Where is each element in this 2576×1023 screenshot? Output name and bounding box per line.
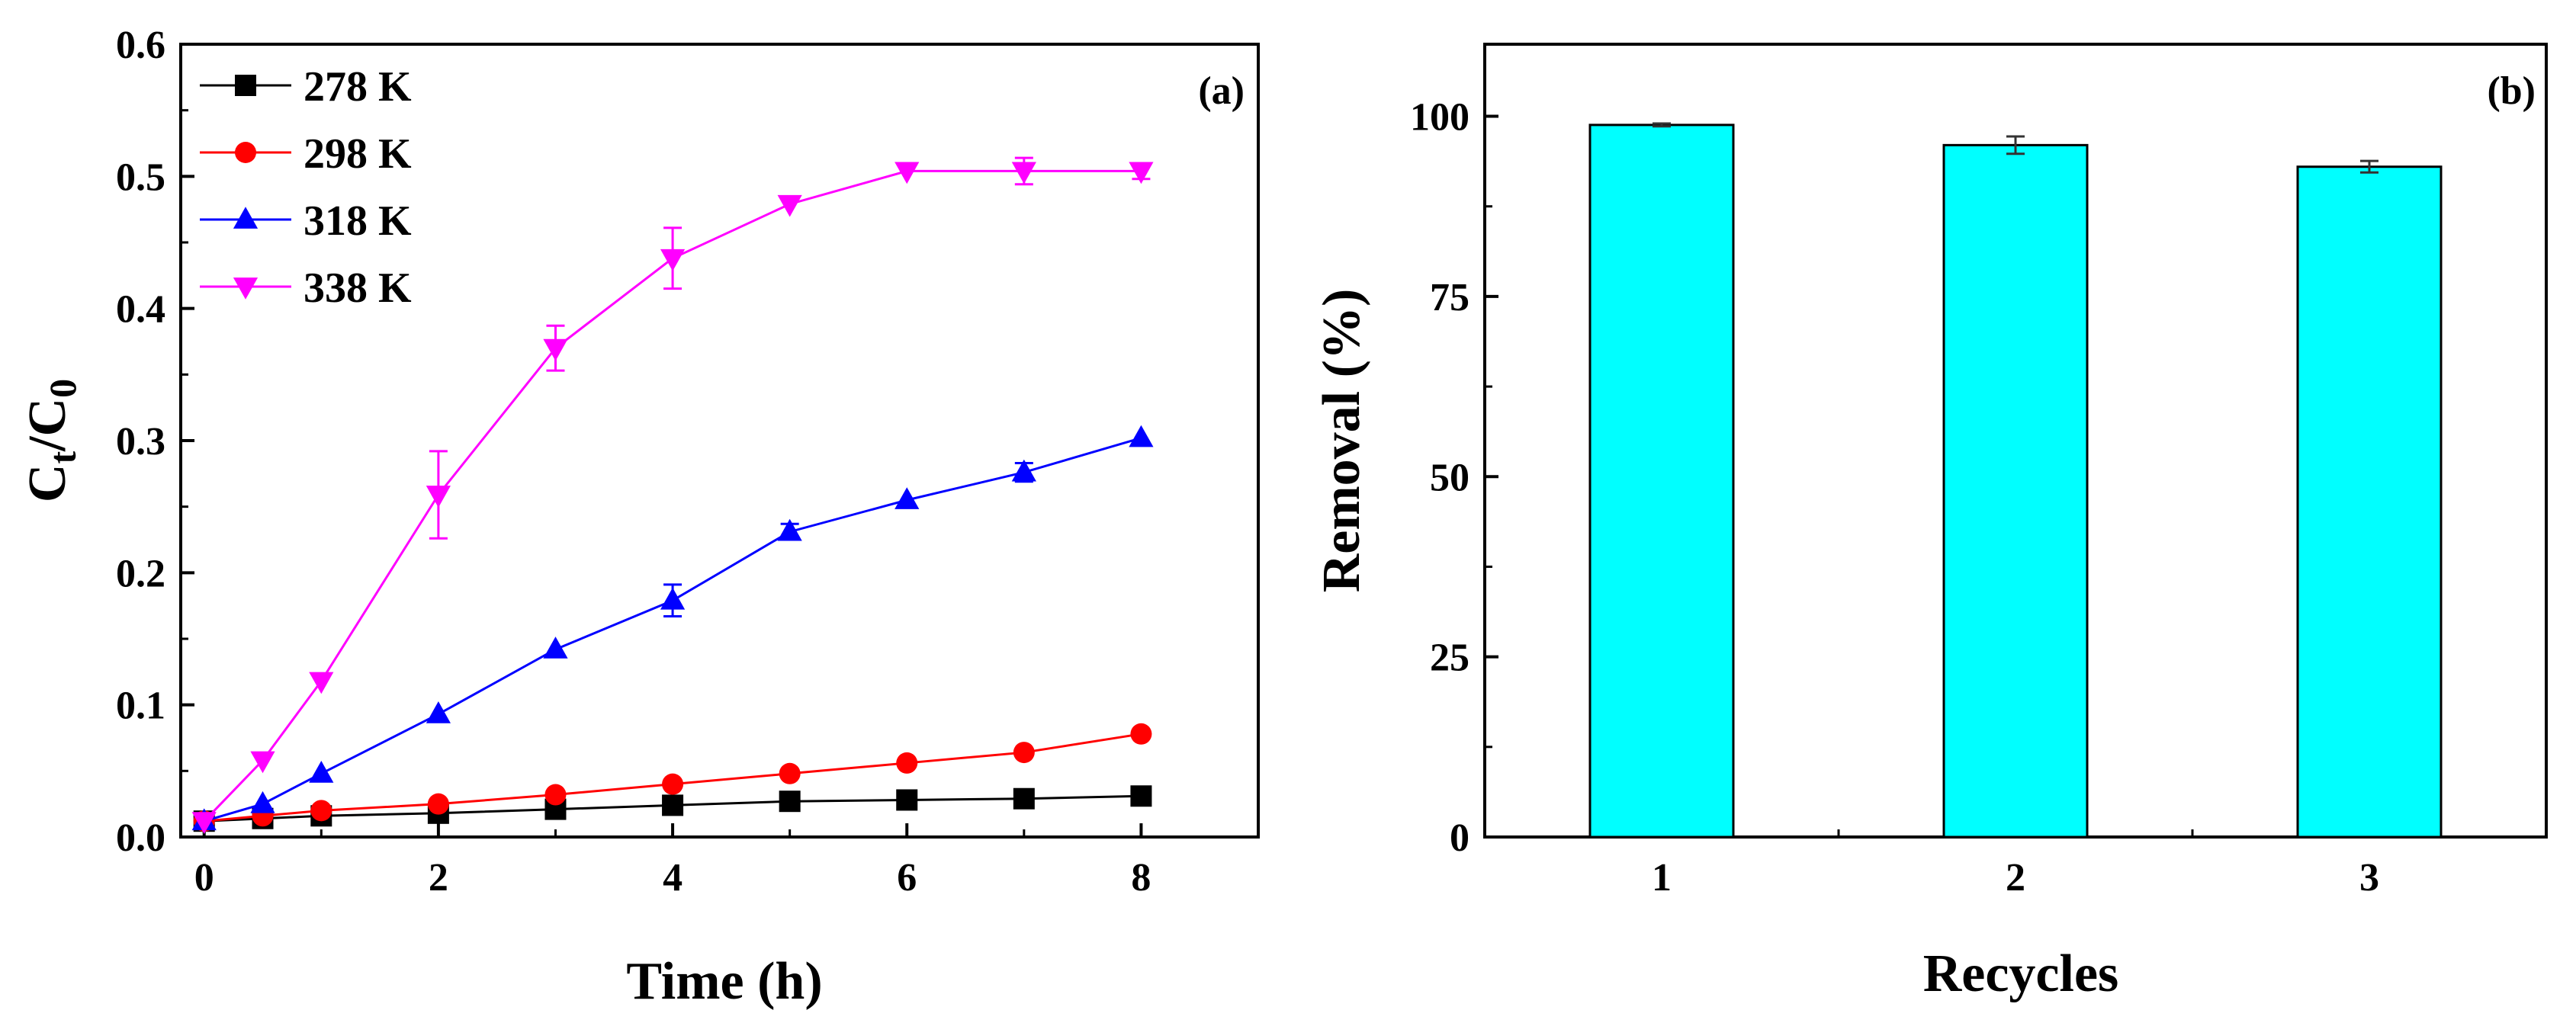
data-point	[427, 793, 449, 815]
panel-b-y-axis-title: Removal (%)	[1312, 289, 1371, 593]
series-338-K	[191, 156, 1154, 834]
data-point	[1013, 742, 1035, 764]
data-point	[426, 701, 451, 723]
data-point	[895, 487, 920, 509]
panel-b-bars	[1588, 122, 2443, 839]
data-point	[543, 338, 568, 361]
a-ytick-label: 0.6	[116, 24, 165, 67]
data-point	[1130, 723, 1152, 745]
legend-entry: 338 K	[200, 265, 412, 312]
b-xtick-label: 1	[1652, 856, 1672, 900]
data-point	[250, 751, 275, 774]
data-point	[309, 761, 334, 783]
panel-b-bar-chart: 0 25 50 75 100 1 2 3 (b) Recycles Removal (%)	[1312, 43, 2548, 1003]
data-point	[1130, 785, 1152, 807]
b-ytick-label: 0	[1450, 816, 1469, 860]
data-point	[779, 790, 801, 813]
bar-recycle-1	[1588, 123, 1735, 839]
data-point	[1129, 425, 1154, 447]
b-ytick-label: 50	[1430, 456, 1469, 499]
b-xtick-label: 2	[2006, 856, 2025, 900]
a-ytick-label: 0.1	[116, 685, 165, 728]
panel-b-label: (b)	[2487, 69, 2536, 113]
data-point	[660, 587, 686, 610]
data-point	[662, 773, 684, 795]
series-line	[203, 169, 1142, 823]
bar-recycle-2	[1942, 143, 2089, 839]
panel-a-x-axis-title: Time (h)	[626, 952, 822, 1011]
legend-entry: 298 K	[200, 130, 412, 178]
data-point	[309, 672, 334, 694]
panel-a-series	[191, 156, 1154, 834]
panel-b-x-ticks: 1 2 3	[1652, 823, 2379, 900]
data-point	[1011, 162, 1036, 184]
panel-a-line-chart: 0.0 0.1 0.2 0.3 0.4 0.5 0.6 0 2 4 6 8 278 K 298 K 31…	[18, 24, 1260, 1011]
panel-a-y-axis-title: Ct/C0	[18, 379, 84, 502]
data-point	[543, 637, 568, 659]
series-line	[204, 733, 1142, 823]
a-xtick-label: 2	[429, 856, 448, 900]
a-xtick-label: 8	[1131, 856, 1151, 900]
data-point	[544, 784, 567, 806]
panel-a-legend: 278 K 298 K 318 K 338 K	[200, 63, 412, 312]
data-point	[777, 518, 802, 541]
data-point	[777, 194, 802, 217]
legend-label: 318 K	[304, 197, 412, 245]
a-ytick-label: 0.2	[116, 552, 165, 595]
data-point	[779, 762, 801, 784]
series-line	[204, 794, 1142, 823]
data-point	[660, 249, 686, 271]
a-ytick-label: 0.5	[116, 156, 165, 199]
legend-marker	[233, 207, 259, 229]
panel-a-label: (a)	[1198, 69, 1245, 113]
panel-a-x-ticks: 0 2 4 6 8	[194, 823, 1151, 900]
legend-label: 298 K	[304, 130, 412, 178]
bar-recycle-3	[2296, 165, 2443, 839]
data-point	[1011, 459, 1036, 482]
data-point	[426, 486, 451, 508]
series-line	[204, 437, 1142, 823]
data-point	[896, 789, 918, 811]
a-ytick-label: 0.0	[116, 816, 165, 860]
data-point	[310, 800, 332, 822]
a-xtick-label: 0	[194, 856, 214, 900]
data-point	[895, 162, 920, 184]
legend-entry: 318 K	[200, 197, 412, 245]
a-xtick-label: 6	[897, 856, 917, 900]
a-ytick-label: 0.4	[116, 288, 165, 332]
data-point	[1129, 162, 1154, 184]
data-point	[896, 752, 918, 774]
b-ytick-label: 100	[1410, 96, 1469, 140]
b-xtick-label: 3	[2359, 856, 2379, 900]
legend-entry: 278 K	[200, 63, 412, 111]
legend-marker	[233, 277, 259, 300]
panel-b-x-axis-title: Recycles	[1923, 944, 2119, 1003]
data-point	[1013, 787, 1035, 810]
b-ytick-label: 25	[1430, 637, 1469, 680]
data-point	[662, 794, 684, 816]
legend-marker	[235, 142, 256, 163]
a-ytick-label: 0.3	[116, 420, 165, 463]
data-point	[250, 790, 275, 813]
panel-b-y-ticks: 0 25 50 75 100	[1410, 96, 1498, 860]
b-ytick-label: 75	[1430, 276, 1469, 319]
legend-label: 338 K	[304, 265, 412, 312]
a-xtick-label: 4	[663, 856, 683, 900]
series-318-K	[191, 425, 1154, 831]
legend-label: 278 K	[304, 63, 412, 111]
panel-a-y-ticks: 0.0 0.1 0.2 0.3 0.4 0.5 0.6	[116, 24, 194, 860]
data-point	[191, 812, 217, 834]
legend-marker	[235, 75, 256, 96]
